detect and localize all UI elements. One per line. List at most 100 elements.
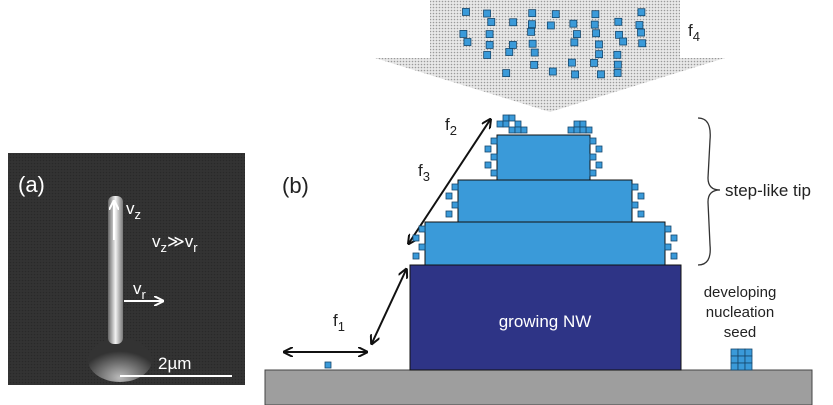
atom [615, 18, 622, 25]
atom [591, 21, 598, 28]
adatom [568, 127, 574, 133]
adatom [574, 127, 580, 133]
atom [571, 39, 578, 46]
atom [620, 38, 627, 45]
adatom [503, 115, 509, 121]
vapor-flux [375, 0, 725, 112]
adatom [419, 244, 425, 250]
atom [488, 18, 495, 25]
sem-image: (a) vz vz≫vr vr 2µm [8, 153, 245, 385]
adatom [413, 253, 419, 259]
adatom [665, 226, 671, 232]
seed-atom [731, 356, 738, 363]
adatom [515, 127, 521, 133]
atom [484, 10, 491, 17]
adatom [671, 235, 677, 241]
adatom [485, 162, 491, 168]
adatom [497, 121, 503, 127]
atom [528, 21, 535, 28]
atom [510, 19, 517, 26]
atom [636, 22, 643, 29]
atom [484, 51, 491, 58]
seed-label: seed [724, 324, 757, 341]
flux-arrow [372, 270, 406, 343]
adatom [521, 127, 527, 133]
seed-atom [745, 356, 752, 363]
seed-label: nucleation [706, 304, 774, 321]
adatom [632, 184, 638, 190]
adatom [515, 121, 521, 127]
tip-step [458, 180, 632, 222]
adatom [325, 362, 331, 368]
atom [462, 8, 469, 15]
atom [614, 69, 621, 76]
atom [570, 20, 577, 27]
atom [503, 70, 510, 77]
adatom [580, 121, 586, 127]
seed-atom [738, 356, 745, 363]
atom [547, 22, 554, 29]
scale-bar-label: 2µm [158, 354, 191, 373]
adatom [419, 226, 425, 232]
flux-label: f2 [445, 115, 457, 138]
atom [573, 31, 580, 38]
atom [486, 31, 493, 38]
flux-label: f1 [333, 311, 345, 334]
adatom [452, 184, 458, 190]
tip-label: step-like tip [725, 181, 811, 200]
adatom [665, 244, 671, 250]
atom [568, 59, 575, 66]
adatom [638, 211, 644, 217]
atom [460, 30, 467, 37]
substrate [265, 370, 812, 405]
adatom [446, 211, 452, 217]
adatom [596, 146, 602, 152]
growth-diagram: (b) f1 f2 f3 f4 step-like tip growing NW… [265, 0, 812, 405]
atom [616, 31, 623, 38]
seed-atom [738, 349, 745, 356]
adatom [638, 193, 644, 199]
atom [506, 49, 513, 56]
brace [698, 118, 720, 265]
adatom [590, 138, 596, 144]
adatom [452, 202, 458, 208]
adatom [509, 115, 515, 121]
adatom [590, 170, 596, 176]
seed-atom [731, 363, 738, 370]
atom [528, 28, 535, 35]
panel-label: (a) [18, 172, 45, 197]
adatom [671, 253, 677, 259]
flux-label: f4 [688, 21, 700, 44]
seed-atom [738, 363, 745, 370]
seed-atom [745, 363, 752, 370]
atom [486, 41, 493, 48]
tip-step [425, 222, 665, 265]
atom [596, 51, 603, 58]
atom [464, 39, 471, 46]
seed-atom [745, 349, 752, 356]
adatom [491, 154, 497, 160]
seed-label: developing [704, 284, 777, 301]
panel-label: (b) [282, 173, 309, 198]
atom [529, 40, 536, 47]
atom [591, 59, 598, 66]
atom [549, 68, 556, 75]
atom [614, 61, 621, 68]
figure: (a) vz vz≫vr vr 2µm (b) f1 f2 f3 f4 step… [0, 0, 833, 405]
adatom [491, 138, 497, 144]
adatom [590, 154, 596, 160]
adatom [503, 121, 509, 127]
atom [531, 61, 538, 68]
adatom [485, 146, 491, 152]
adatom [580, 127, 586, 133]
atom [531, 49, 538, 56]
adatom [596, 162, 602, 168]
atom [638, 9, 645, 16]
adatom [413, 235, 419, 241]
atom [572, 71, 579, 78]
seed-atom [731, 349, 738, 356]
adatom [446, 193, 452, 199]
adatom [586, 127, 592, 133]
atom [614, 51, 621, 58]
adatom [509, 127, 515, 133]
